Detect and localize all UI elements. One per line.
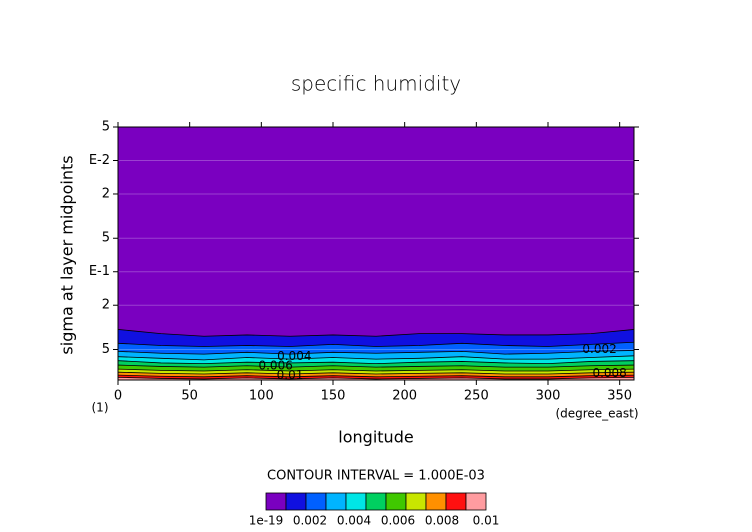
y-tick-label: 5 [102,120,110,135]
contour-line [117,355,635,361]
contour-line [117,368,635,372]
colorbar-box [305,492,327,511]
colorbar-box [265,492,287,511]
colorbar-box [365,492,387,511]
colorbar-box [385,492,407,511]
contour-line [117,364,635,368]
colorbar-label: 0.01 [473,514,500,528]
colorbar-box [445,492,467,511]
chart-title: specific humidity [291,72,461,96]
contour-line [117,371,635,375]
colorbar-label: 1e-19 [249,514,284,528]
contour-label: 0.006 [258,358,292,372]
x-tick-label: 300 [536,389,561,404]
contour-line [117,329,635,337]
colorbar-box [405,492,427,511]
colorbar-box [425,492,447,511]
contour-label: 0.008 [592,366,626,380]
x-axis-label: longitude [338,428,413,447]
contour-label: 0.004 [277,349,311,363]
x-tick-label: 100 [249,389,274,404]
contour-line [117,374,635,378]
contour-interval: CONTOUR INTERVAL = 1.000E-03 [267,469,485,484]
contour-line [117,350,635,355]
y-axis-label: sigma at layer midpoints [58,155,77,354]
x-tick-label: 50 [181,389,198,404]
colorbar-box [325,492,347,511]
colorbar-box [345,492,367,511]
contour-label: 0.01 [277,368,304,382]
y-tick-label: 5 [102,231,110,246]
x-tick-label: 0 [114,389,122,404]
colorbar-label: 0.006 [381,514,415,528]
contour-label: 0.002 [582,342,616,356]
x-unit: (degree_east) [555,407,638,421]
y-tick-label: 5 [102,342,110,357]
colorbar-label: 0.004 [337,514,371,528]
plot-frame [117,126,635,381]
colorbar-box [285,492,307,511]
colorbar-label: 0.002 [293,514,327,528]
y-tick-label: 2 [102,298,110,313]
y-unit: (1) [92,401,109,415]
y-tick-label: 2 [102,186,110,201]
contour-line [117,360,635,365]
y-tick-label: E-2 [89,153,110,168]
y-tick-label: E-1 [89,264,110,279]
x-tick-label: 200 [392,389,417,404]
colorbar-label: 0.008 [425,514,459,528]
x-tick-label: 150 [321,389,346,404]
x-tick-label: 250 [464,389,489,404]
x-tick-label: 350 [607,389,632,404]
colorbar-box [465,492,487,511]
contour-line [117,341,635,347]
contour-line [117,376,635,380]
